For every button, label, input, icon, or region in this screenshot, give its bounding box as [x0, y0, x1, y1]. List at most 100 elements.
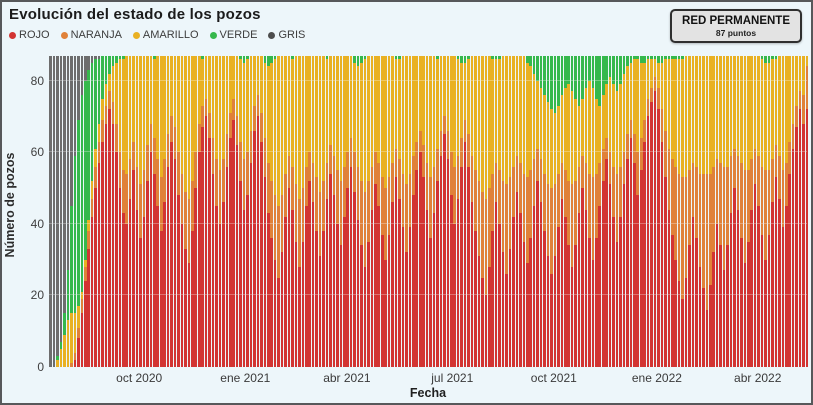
bar-column[interactable] — [781, 55, 785, 367]
bar-column[interactable] — [543, 55, 546, 367]
bar-column[interactable] — [163, 55, 166, 367]
bar-column[interactable] — [412, 55, 415, 367]
bar-column[interactable] — [774, 55, 778, 367]
bar-column[interactable] — [311, 55, 315, 367]
bar-column[interactable] — [484, 55, 488, 367]
bar-column[interactable] — [208, 55, 211, 367]
bar-column[interactable] — [235, 55, 239, 367]
bar-column[interactable] — [505, 55, 508, 367]
bar-column[interactable] — [470, 55, 474, 367]
bar-column[interactable] — [70, 55, 73, 367]
bar-column[interactable] — [153, 55, 156, 367]
bar-column[interactable] — [191, 55, 194, 367]
bar-column[interactable] — [222, 55, 225, 367]
bar-column[interactable] — [346, 55, 349, 367]
legend-item-naranja[interactable]: NARANJA — [60, 29, 122, 41]
bar-column[interactable] — [159, 55, 163, 367]
bar-column[interactable] — [380, 55, 384, 367]
bar-column[interactable] — [432, 55, 436, 367]
bar-column[interactable] — [173, 55, 177, 367]
bar-column[interactable] — [115, 55, 118, 367]
bar-column[interactable] — [332, 55, 336, 367]
bar-column[interactable] — [156, 55, 160, 367]
bar-column[interactable] — [619, 55, 622, 367]
bar-column[interactable] — [277, 55, 280, 367]
bar-column[interactable] — [49, 55, 53, 367]
bar-column[interactable] — [197, 55, 201, 367]
bar-column[interactable] — [436, 55, 439, 367]
bar-column[interactable] — [712, 55, 716, 367]
bar-column[interactable] — [660, 55, 664, 367]
bar-column[interactable] — [657, 55, 660, 367]
legend-item-gris[interactable]: GRIS — [268, 29, 305, 41]
bar-column[interactable] — [595, 55, 598, 367]
bar-column[interactable] — [550, 55, 553, 367]
bar-column[interactable] — [391, 55, 394, 367]
bar-column[interactable] — [52, 55, 56, 367]
bar-column[interactable] — [671, 55, 674, 367]
bar-column[interactable] — [429, 55, 432, 367]
bar-column[interactable] — [577, 55, 581, 367]
bar-column[interactable] — [688, 55, 691, 367]
bar-column[interactable] — [170, 55, 173, 367]
bar-column[interactable] — [194, 55, 198, 367]
bar-column[interactable] — [104, 55, 108, 367]
bar-column[interactable] — [636, 55, 640, 367]
bar-column[interactable] — [318, 55, 322, 367]
bar-column[interactable] — [249, 55, 253, 367]
bar-column[interactable] — [684, 55, 688, 367]
bar-column[interactable] — [453, 55, 457, 367]
bar-column[interactable] — [266, 55, 270, 367]
bar-column[interactable] — [532, 55, 536, 367]
bar-column[interactable] — [764, 55, 767, 367]
bar-column[interactable] — [584, 55, 588, 367]
bar-column[interactable] — [180, 55, 184, 367]
bar-column[interactable] — [322, 55, 325, 367]
bar-column[interactable] — [501, 55, 505, 367]
bar-column[interactable] — [363, 55, 367, 367]
bar-column[interactable] — [90, 55, 94, 367]
bar-column[interactable] — [342, 55, 346, 367]
bar-column[interactable] — [443, 55, 446, 367]
bar-column[interactable] — [512, 55, 515, 367]
bar-column[interactable] — [184, 55, 187, 367]
bar-column[interactable] — [639, 55, 643, 367]
bar-column[interactable] — [111, 55, 115, 367]
bar-column[interactable] — [270, 55, 274, 367]
bar-column[interactable] — [522, 55, 526, 367]
bar-column[interactable] — [746, 55, 750, 367]
bar-column[interactable] — [125, 55, 128, 367]
bar-column[interactable] — [708, 55, 712, 367]
bar-column[interactable] — [294, 55, 298, 367]
bar-column[interactable] — [139, 55, 142, 367]
bar-column[interactable] — [211, 55, 215, 367]
bar-column[interactable] — [719, 55, 722, 367]
bar-column[interactable] — [135, 55, 139, 367]
bar-column[interactable] — [508, 55, 512, 367]
legend-item-rojo[interactable]: ROJO — [9, 29, 50, 41]
bar-column[interactable] — [570, 55, 574, 367]
bar-column[interactable] — [253, 55, 256, 367]
bar-column[interactable] — [291, 55, 294, 367]
bar-column[interactable] — [177, 55, 180, 367]
bar-column[interactable] — [519, 55, 522, 367]
bar-column[interactable] — [612, 55, 615, 367]
bar-column[interactable] — [615, 55, 619, 367]
bar-column[interactable] — [633, 55, 636, 367]
bar-column[interactable] — [356, 55, 360, 367]
bar-column[interactable] — [66, 55, 70, 367]
bar-column[interactable] — [405, 55, 408, 367]
bar-column[interactable] — [349, 55, 353, 367]
bar-column[interactable] — [802, 55, 805, 367]
bar-column[interactable] — [387, 55, 391, 367]
bar-column[interactable] — [59, 55, 63, 367]
bar-column[interactable] — [242, 55, 246, 367]
bar-column[interactable] — [263, 55, 267, 367]
bar-column[interactable] — [308, 55, 311, 367]
bar-column[interactable] — [142, 55, 146, 367]
bar-column[interactable] — [498, 55, 501, 367]
bar-column[interactable] — [629, 55, 633, 367]
bar-column[interactable] — [643, 55, 646, 367]
bar-column[interactable] — [315, 55, 318, 367]
bar-column[interactable] — [674, 55, 678, 367]
